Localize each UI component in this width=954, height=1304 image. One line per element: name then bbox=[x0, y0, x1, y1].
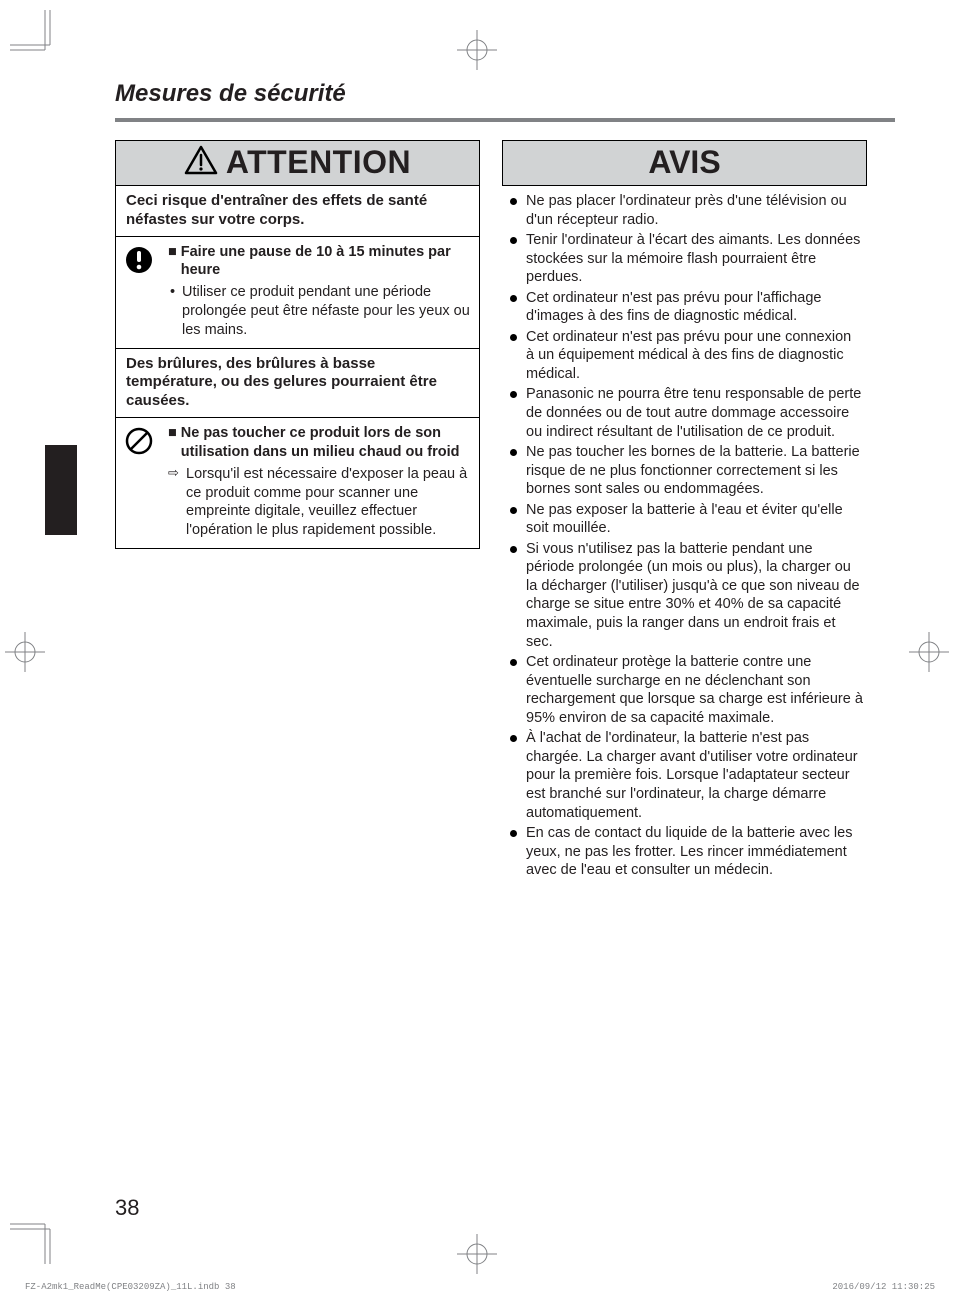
attention-section2-item: ■Ne pas toucher ce produit lors de son u… bbox=[116, 418, 479, 548]
page-number: 38 bbox=[115, 1195, 139, 1221]
warning-triangle-icon bbox=[184, 145, 218, 180]
registration-mark-top bbox=[457, 30, 497, 70]
attention-item2-title: ■Ne pas toucher ce produit lors de son u… bbox=[168, 424, 471, 462]
registration-mark-left bbox=[5, 632, 45, 672]
prohibition-icon bbox=[124, 443, 154, 460]
attention-box: ATTENTION Ceci risque d'entraîner des ef… bbox=[115, 140, 480, 549]
footer: FZ-A2mk1_ReadMe(CPE03209ZA)_11L.indb 38 … bbox=[25, 1282, 935, 1292]
registration-mark-right bbox=[909, 632, 949, 672]
attention-item2-arrow: Lorsqu'il est nécessaire d'exposer la pe… bbox=[168, 465, 471, 540]
attention-header-text: ATTENTION bbox=[226, 144, 411, 181]
avis-item: Ne pas exposer la batterie à l'eau et év… bbox=[506, 501, 863, 538]
avis-item: En cas de contact du liquide de la batte… bbox=[506, 824, 863, 880]
avis-item: Cet ordinateur protège la batterie contr… bbox=[506, 653, 863, 727]
footer-right: 2016/09/12 11:30:25 bbox=[832, 1282, 935, 1292]
avis-item: Panasonic ne pourra être tenu responsabl… bbox=[506, 385, 863, 441]
avis-header: AVIS bbox=[502, 140, 867, 186]
attention-item1-bullet: Utiliser ce produit pendant une période … bbox=[168, 283, 471, 340]
crop-mark-bl bbox=[10, 1214, 60, 1264]
avis-item: Ne pas placer l'ordinateur près d'une té… bbox=[506, 192, 863, 229]
crop-mark-tl bbox=[10, 10, 60, 60]
page-title: Mesures de sécurité bbox=[115, 80, 900, 108]
avis-item: Cet ordinateur n'est pas prévu pour une … bbox=[506, 328, 863, 384]
avis-list: Ne pas placer l'ordinateur près d'une té… bbox=[502, 186, 867, 880]
registration-mark-bottom bbox=[457, 1234, 497, 1274]
attention-header: ATTENTION bbox=[116, 141, 479, 186]
avis-item: Tenir l'ordinateur à l'écart des aimants… bbox=[506, 231, 863, 287]
avis-header-text: AVIS bbox=[648, 144, 720, 180]
avis-item: Ne pas toucher les bornes de la batterie… bbox=[506, 443, 863, 499]
title-rule bbox=[115, 118, 895, 122]
avis-item: À l'achat de l'ordinateur, la batterie n… bbox=[506, 729, 863, 822]
footer-left: FZ-A2mk1_ReadMe(CPE03209ZA)_11L.indb 38 bbox=[25, 1282, 236, 1292]
exclamation-circle-icon bbox=[124, 262, 154, 279]
attention-item1-title: ■Faire une pause de 10 à 15 minutes par … bbox=[168, 243, 471, 281]
attention-section1-item: ■Faire une pause de 10 à 15 minutes par … bbox=[116, 237, 479, 348]
avis-item: Si vous n'utilisez pas la batterie penda… bbox=[506, 540, 863, 651]
attention-section1-intro: Ceci risque d'entraîner des effets de sa… bbox=[116, 186, 479, 237]
side-tab bbox=[45, 445, 77, 535]
attention-section2-intro: Des brûlures, des brûlures à basse tempé… bbox=[116, 348, 479, 418]
avis-item: Cet ordinateur n'est pas prévu pour l'af… bbox=[506, 289, 863, 326]
